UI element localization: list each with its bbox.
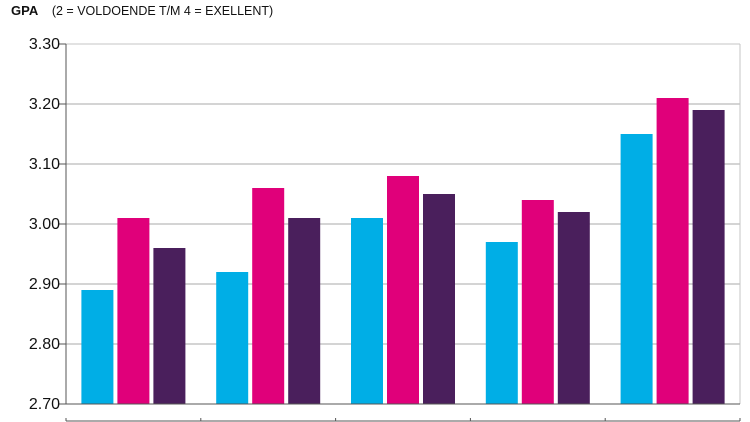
y-tick-label: 3.10 (29, 156, 60, 173)
chart-title: GPA (2 = VOLDOENDE T/M 4 = EXELLENT) (11, 3, 273, 18)
tick-labels: 3.30 3.20 3.10 3.00 2.90 2.80 2.70 (29, 36, 60, 413)
chart-title-main: GPA (11, 3, 39, 18)
bar (252, 188, 285, 404)
bar (288, 218, 321, 404)
chart-subtitle: (2 = VOLDOENDE T/M 4 = EXELLENT) (51, 4, 274, 18)
bar (117, 218, 150, 404)
y-tick-label: 2.80 (29, 336, 60, 353)
y-tick-label: 3.20 (29, 96, 60, 113)
y-tick-label: 3.30 (29, 36, 60, 53)
y-tick-label: 3.00 (29, 216, 60, 233)
bar (656, 98, 689, 404)
bar (692, 110, 725, 404)
bar (81, 290, 114, 404)
bar (485, 242, 518, 404)
bar (423, 194, 455, 404)
bar (620, 134, 653, 404)
bar (521, 200, 554, 404)
bar (351, 218, 383, 404)
axes (58, 43, 741, 422)
bar (387, 176, 419, 404)
bars (81, 98, 725, 404)
y-tick-label: 2.90 (29, 276, 60, 293)
bar (153, 248, 186, 404)
bar (557, 212, 590, 404)
y-tick-label: 2.70 (29, 396, 60, 413)
bar (216, 272, 249, 404)
